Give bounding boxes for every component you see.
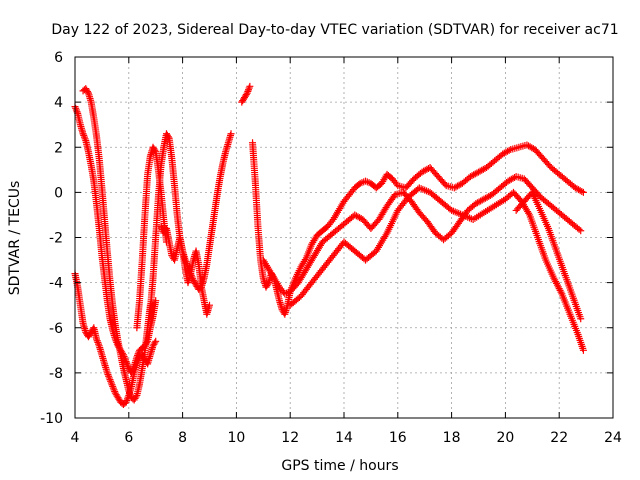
- data-point: [80, 133, 88, 141]
- data-point: [134, 350, 142, 358]
- series-track-c: [79, 85, 154, 404]
- series-track-g: [238, 82, 254, 106]
- data-points: [71, 82, 587, 408]
- y-tick-label: 0: [54, 185, 63, 201]
- y-tick-label: -8: [49, 366, 63, 382]
- data-point: [105, 372, 113, 380]
- data-point: [108, 381, 116, 389]
- data-point: [134, 351, 142, 359]
- x-tick-label: 20: [496, 430, 514, 446]
- series-track-f: [133, 143, 170, 332]
- x-tick-label: 16: [389, 430, 407, 446]
- data-point: [246, 82, 254, 90]
- data-point: [110, 386, 118, 394]
- chart-title: Day 122 of 2023, Sidereal Day-to-day VTE…: [51, 22, 618, 38]
- data-point: [127, 369, 135, 377]
- data-point: [72, 106, 80, 114]
- y-tick-label: -10: [40, 411, 63, 427]
- data-point: [106, 376, 114, 384]
- series-track-j: [286, 184, 587, 354]
- y-tick-label: -6: [49, 321, 63, 337]
- data-point: [104, 371, 112, 379]
- data-point: [107, 377, 115, 385]
- data-point: [151, 339, 159, 347]
- series-track-h: [249, 139, 587, 318]
- data-point: [126, 390, 134, 398]
- data-point: [103, 369, 111, 377]
- series-track-k: [512, 188, 585, 323]
- data-point: [577, 227, 585, 235]
- data-point: [93, 335, 101, 343]
- data-point: [105, 374, 113, 382]
- data-point: [579, 346, 587, 354]
- data-point: [164, 133, 172, 141]
- data-point: [95, 340, 103, 348]
- data-point: [575, 225, 583, 233]
- y-axis-label: SDTVAR / TECUs: [7, 181, 23, 296]
- y-axis: -10 -8 -6 -4 -2 0 2 4 6: [40, 50, 613, 427]
- x-axis: 4 6 8 10 12 14 16 18 20 22 24: [71, 57, 622, 446]
- x-tick-label: 18: [443, 430, 461, 446]
- data-point: [130, 364, 138, 372]
- x-tick-label: 6: [124, 430, 133, 446]
- x-tick-label: 12: [281, 430, 299, 446]
- x-tick-label: 22: [550, 430, 568, 446]
- x-tick-label: 14: [335, 430, 353, 446]
- data-point: [128, 367, 136, 375]
- data-point: [79, 130, 87, 138]
- data-point: [129, 365, 137, 373]
- data-point: [579, 188, 587, 196]
- data-point: [84, 88, 92, 96]
- data-point: [107, 379, 115, 387]
- data-point: [125, 389, 133, 397]
- data-point: [245, 86, 253, 94]
- data-point: [80, 131, 88, 139]
- data-point: [577, 315, 585, 323]
- data-point: [109, 382, 117, 390]
- x-tick-label: 4: [71, 430, 80, 446]
- data-point: [81, 135, 89, 143]
- x-tick-label: 8: [178, 430, 187, 446]
- y-tick-label: 2: [54, 140, 63, 156]
- y-tick-label: -4: [49, 276, 63, 292]
- data-point: [151, 146, 159, 154]
- data-point: [122, 398, 130, 406]
- data-point: [578, 187, 586, 195]
- data-point: [132, 393, 140, 401]
- data-point: [109, 384, 117, 392]
- data-point: [264, 280, 272, 288]
- y-tick-label: -2: [49, 231, 63, 247]
- data-point: [94, 338, 102, 346]
- data-point: [245, 84, 253, 92]
- y-tick-label: 4: [54, 95, 63, 111]
- data-point: [93, 337, 101, 345]
- data-point: [133, 353, 141, 361]
- data-point: [227, 130, 235, 138]
- data-point: [152, 297, 160, 305]
- data-point: [424, 164, 432, 172]
- x-axis-label: GPS time / hours: [281, 458, 398, 474]
- data-point: [243, 89, 251, 97]
- data-point: [123, 397, 131, 405]
- data-point: [505, 146, 513, 154]
- data-point: [242, 91, 250, 99]
- data-point: [244, 87, 252, 95]
- data-point: [525, 209, 533, 217]
- data-point: [125, 387, 133, 395]
- x-tick-label: 10: [227, 430, 245, 446]
- data-point: [152, 337, 160, 345]
- x-tick-label: 24: [604, 430, 622, 446]
- grid: [75, 57, 613, 418]
- y-tick-label: 6: [54, 50, 63, 66]
- data-point: [206, 301, 213, 309]
- data-point: [72, 104, 80, 112]
- data-point: [111, 387, 119, 395]
- data-point: [123, 359, 131, 367]
- data-point: [162, 238, 170, 246]
